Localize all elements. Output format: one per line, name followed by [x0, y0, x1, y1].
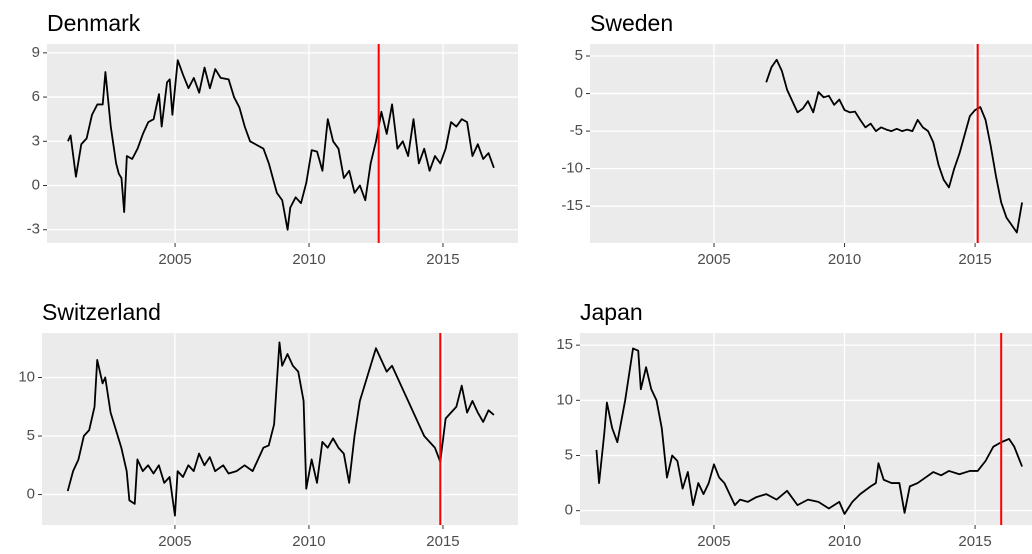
panel: Denmark -3 0 3 6 9 2005 2010 2015 [27, 10, 518, 268]
series-line [66, 341, 495, 517]
y-tick-label: 10 [556, 391, 573, 408]
panel-background [47, 44, 518, 243]
y-tick-label: -3 [27, 221, 40, 238]
x-tick-label: 2015 [958, 251, 991, 268]
x-tick-label: 2010 [292, 533, 325, 550]
y-tick-label: 15 [556, 336, 573, 353]
x-tick-label: 2015 [426, 251, 459, 268]
series-line [765, 58, 1023, 234]
y-tick-label: 0 [27, 486, 35, 503]
panel-title: Denmark [47, 10, 141, 36]
y-tick-label: 0 [32, 176, 40, 193]
series-line [595, 347, 1023, 515]
panel: Switzerland 0 5 10 2005 2010 2015 [18, 299, 518, 550]
x-tick-label: 2010 [292, 251, 325, 268]
panel-title: Sweden [590, 10, 673, 36]
y-tick-label: -15 [561, 197, 583, 214]
x-tick-label: 2005 [697, 533, 730, 550]
x-tick-label: 2015 [426, 533, 459, 550]
x-tick-label: 2005 [158, 251, 191, 268]
x-tick-label: 2010 [828, 251, 861, 268]
y-tick-label: 9 [32, 44, 40, 61]
series-line [67, 59, 495, 231]
y-tick-label: -10 [561, 160, 583, 177]
y-tick-label: 3 [32, 132, 40, 149]
x-tick-label: 2005 [158, 533, 191, 550]
panel-title: Switzerland [42, 299, 161, 325]
panel-background [42, 333, 518, 525]
y-tick-label: 5 [565, 446, 573, 463]
panel: Sweden -15 -10 -5 0 5 2005 2010 2015 [561, 10, 1032, 268]
y-tick-label: 0 [565, 502, 573, 519]
y-tick-label: 5 [27, 427, 35, 444]
panel-title: Japan [580, 299, 643, 325]
y-tick-label: -5 [570, 122, 583, 139]
panel-background [580, 333, 1032, 525]
y-tick-label: 6 [32, 88, 40, 105]
panel: Japan 0 5 10 15 2005 2010 2015 [556, 299, 1032, 550]
y-tick-label: 5 [575, 47, 583, 64]
x-tick-label: 2005 [697, 251, 730, 268]
x-tick-label: 2015 [958, 533, 991, 550]
panel-background [590, 44, 1032, 243]
x-tick-label: 2010 [828, 533, 861, 550]
y-tick-label: 10 [18, 368, 35, 385]
y-tick-label: 0 [575, 85, 583, 102]
